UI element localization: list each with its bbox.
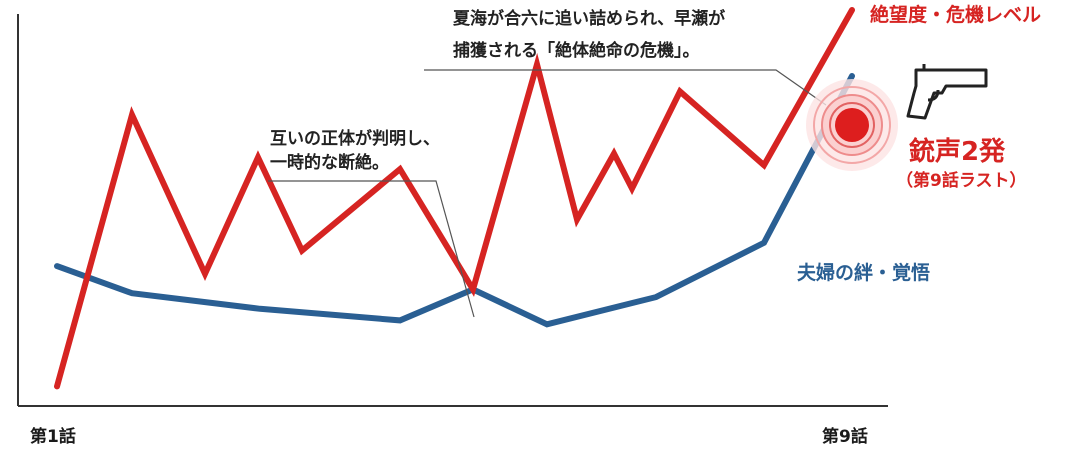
series-line-bond — [54, 73, 855, 328]
annotation-capture-line1: 夏海が合六に追い詰められ、早瀬が — [453, 8, 725, 29]
chart-marks — [54, 7, 855, 390]
x-tick-label-first: 第1話 — [30, 426, 76, 447]
pistol-icon — [906, 64, 988, 120]
gunshot-label: 銃声2発 — [909, 136, 1006, 167]
annotation-capture-line2: 捕獲される「絶体絶命の危機」。 — [453, 40, 700, 61]
annotation-reveal-line2: 一時的な断絶。 — [270, 152, 389, 173]
annotation-reveal-line1: 互いの正体が判明し、 — [270, 128, 440, 149]
series-label-crisis: 絶望度・危機レベル — [870, 3, 1041, 26]
x-tick-label-last: 第9話 — [822, 426, 868, 447]
annotation-leader-capture — [424, 69, 827, 106]
annotation-leader-reveal — [268, 180, 475, 318]
gunshot-target-icon — [806, 79, 898, 171]
series-label-bond: 夫婦の絆・覚悟 — [797, 261, 930, 284]
gunshot-sublabel: （第9話ラスト） — [896, 170, 1027, 191]
series-line-crisis — [54, 7, 855, 390]
